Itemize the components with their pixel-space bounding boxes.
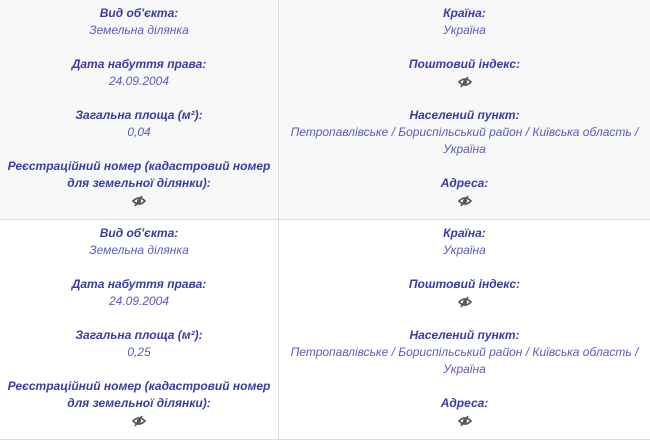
field-label: Поштовий індекс: [408,57,521,71]
hidden-eye-icon[interactable] [131,414,147,428]
left-column: Вид об'єкта: Земельна ділянка Дата набуття… [0,0,279,219]
field: Населений пункт: Петропавлівське / Борисп… [279,107,650,158]
field: Реєстраційний номер (кадастровий номер д… [0,378,278,429]
field: Загальна площа (м²): 0,25 [0,327,278,361]
field: Адреса: [279,175,650,209]
field: Загальна площа (м²): 0,04 [0,107,278,141]
field: Населений пункт: Петропавлівське / Борисп… [279,327,650,378]
field-value: Петропавлівське / Бориспільський район /… [290,345,639,376]
field-label: Реєстраційний номер (кадастровий номер д… [7,379,271,410]
record-block: Вид об'єкта: Земельна ділянка Дата набуття… [0,0,650,220]
field-value [279,73,650,90]
field-label: Вид об'єкта: [99,6,179,20]
field-value: Земельна ділянка [89,243,189,257]
field-label: Країна: [443,6,486,20]
field-value: Петропавлівське / Бориспільський район /… [290,125,639,156]
field-value: 24.09.2004 [108,74,170,88]
field-value: 0,25 [127,345,151,359]
field: Країна: Україна [279,225,650,259]
left-column: Вид об'єкта: Земельна ділянка Дата набуття… [0,220,279,439]
field: Вид об'єкта: Земельна ділянка [0,225,278,259]
right-column: Країна: Україна Поштовий індекс: Населений … [279,0,650,219]
field-label: Дата набуття права: [71,57,207,71]
hidden-eye-icon[interactable] [457,414,472,428]
field-label: Населений пункт: [409,108,520,122]
field-value: 24.09.2004 [108,294,170,308]
field: Дата набуття права: 24.09.2004 [0,276,278,310]
field-value [279,192,650,209]
field-value [279,412,650,429]
field-label: Адреса: [440,176,489,190]
right-column: Країна: Україна Поштовий індекс: Населений … [279,220,650,439]
hidden-eye-icon[interactable] [131,194,147,208]
field-label: Країна: [443,226,486,240]
field-value [0,412,278,429]
field-value: 0,04 [127,125,151,139]
field-label: Реєстраційний номер (кадастровий номер д… [7,159,271,190]
field-label: Дата набуття права: [71,277,207,291]
field: Вид об'єкта: Земельна ділянка [0,5,278,39]
field-value [0,192,278,209]
field: Країна: Україна [279,5,650,39]
field-value: Земельна ділянка [89,23,189,37]
field: Реєстраційний номер (кадастровий номер д… [0,158,278,209]
field: Дата набуття права: 24.09.2004 [0,56,278,90]
field: Поштовий індекс: [279,56,650,90]
field-value [279,293,650,310]
hidden-eye-icon[interactable] [457,295,472,309]
field-value: Україна [443,243,486,257]
field-label: Адреса: [440,396,489,410]
hidden-eye-icon[interactable] [457,194,472,208]
field-label: Поштовий індекс: [408,277,521,291]
field-label: Загальна площа (м²): [75,108,203,122]
field-value: Україна [443,23,486,37]
field-label: Загальна площа (м²): [75,328,203,342]
record-block: Вид об'єкта: Земельна ділянка Дата набуття… [0,220,650,440]
field-label: Вид об'єкта: [99,226,179,240]
field: Поштовий індекс: [279,276,650,310]
hidden-eye-icon[interactable] [457,75,472,89]
field: Адреса: [279,395,650,429]
field-label: Населений пункт: [409,328,520,342]
